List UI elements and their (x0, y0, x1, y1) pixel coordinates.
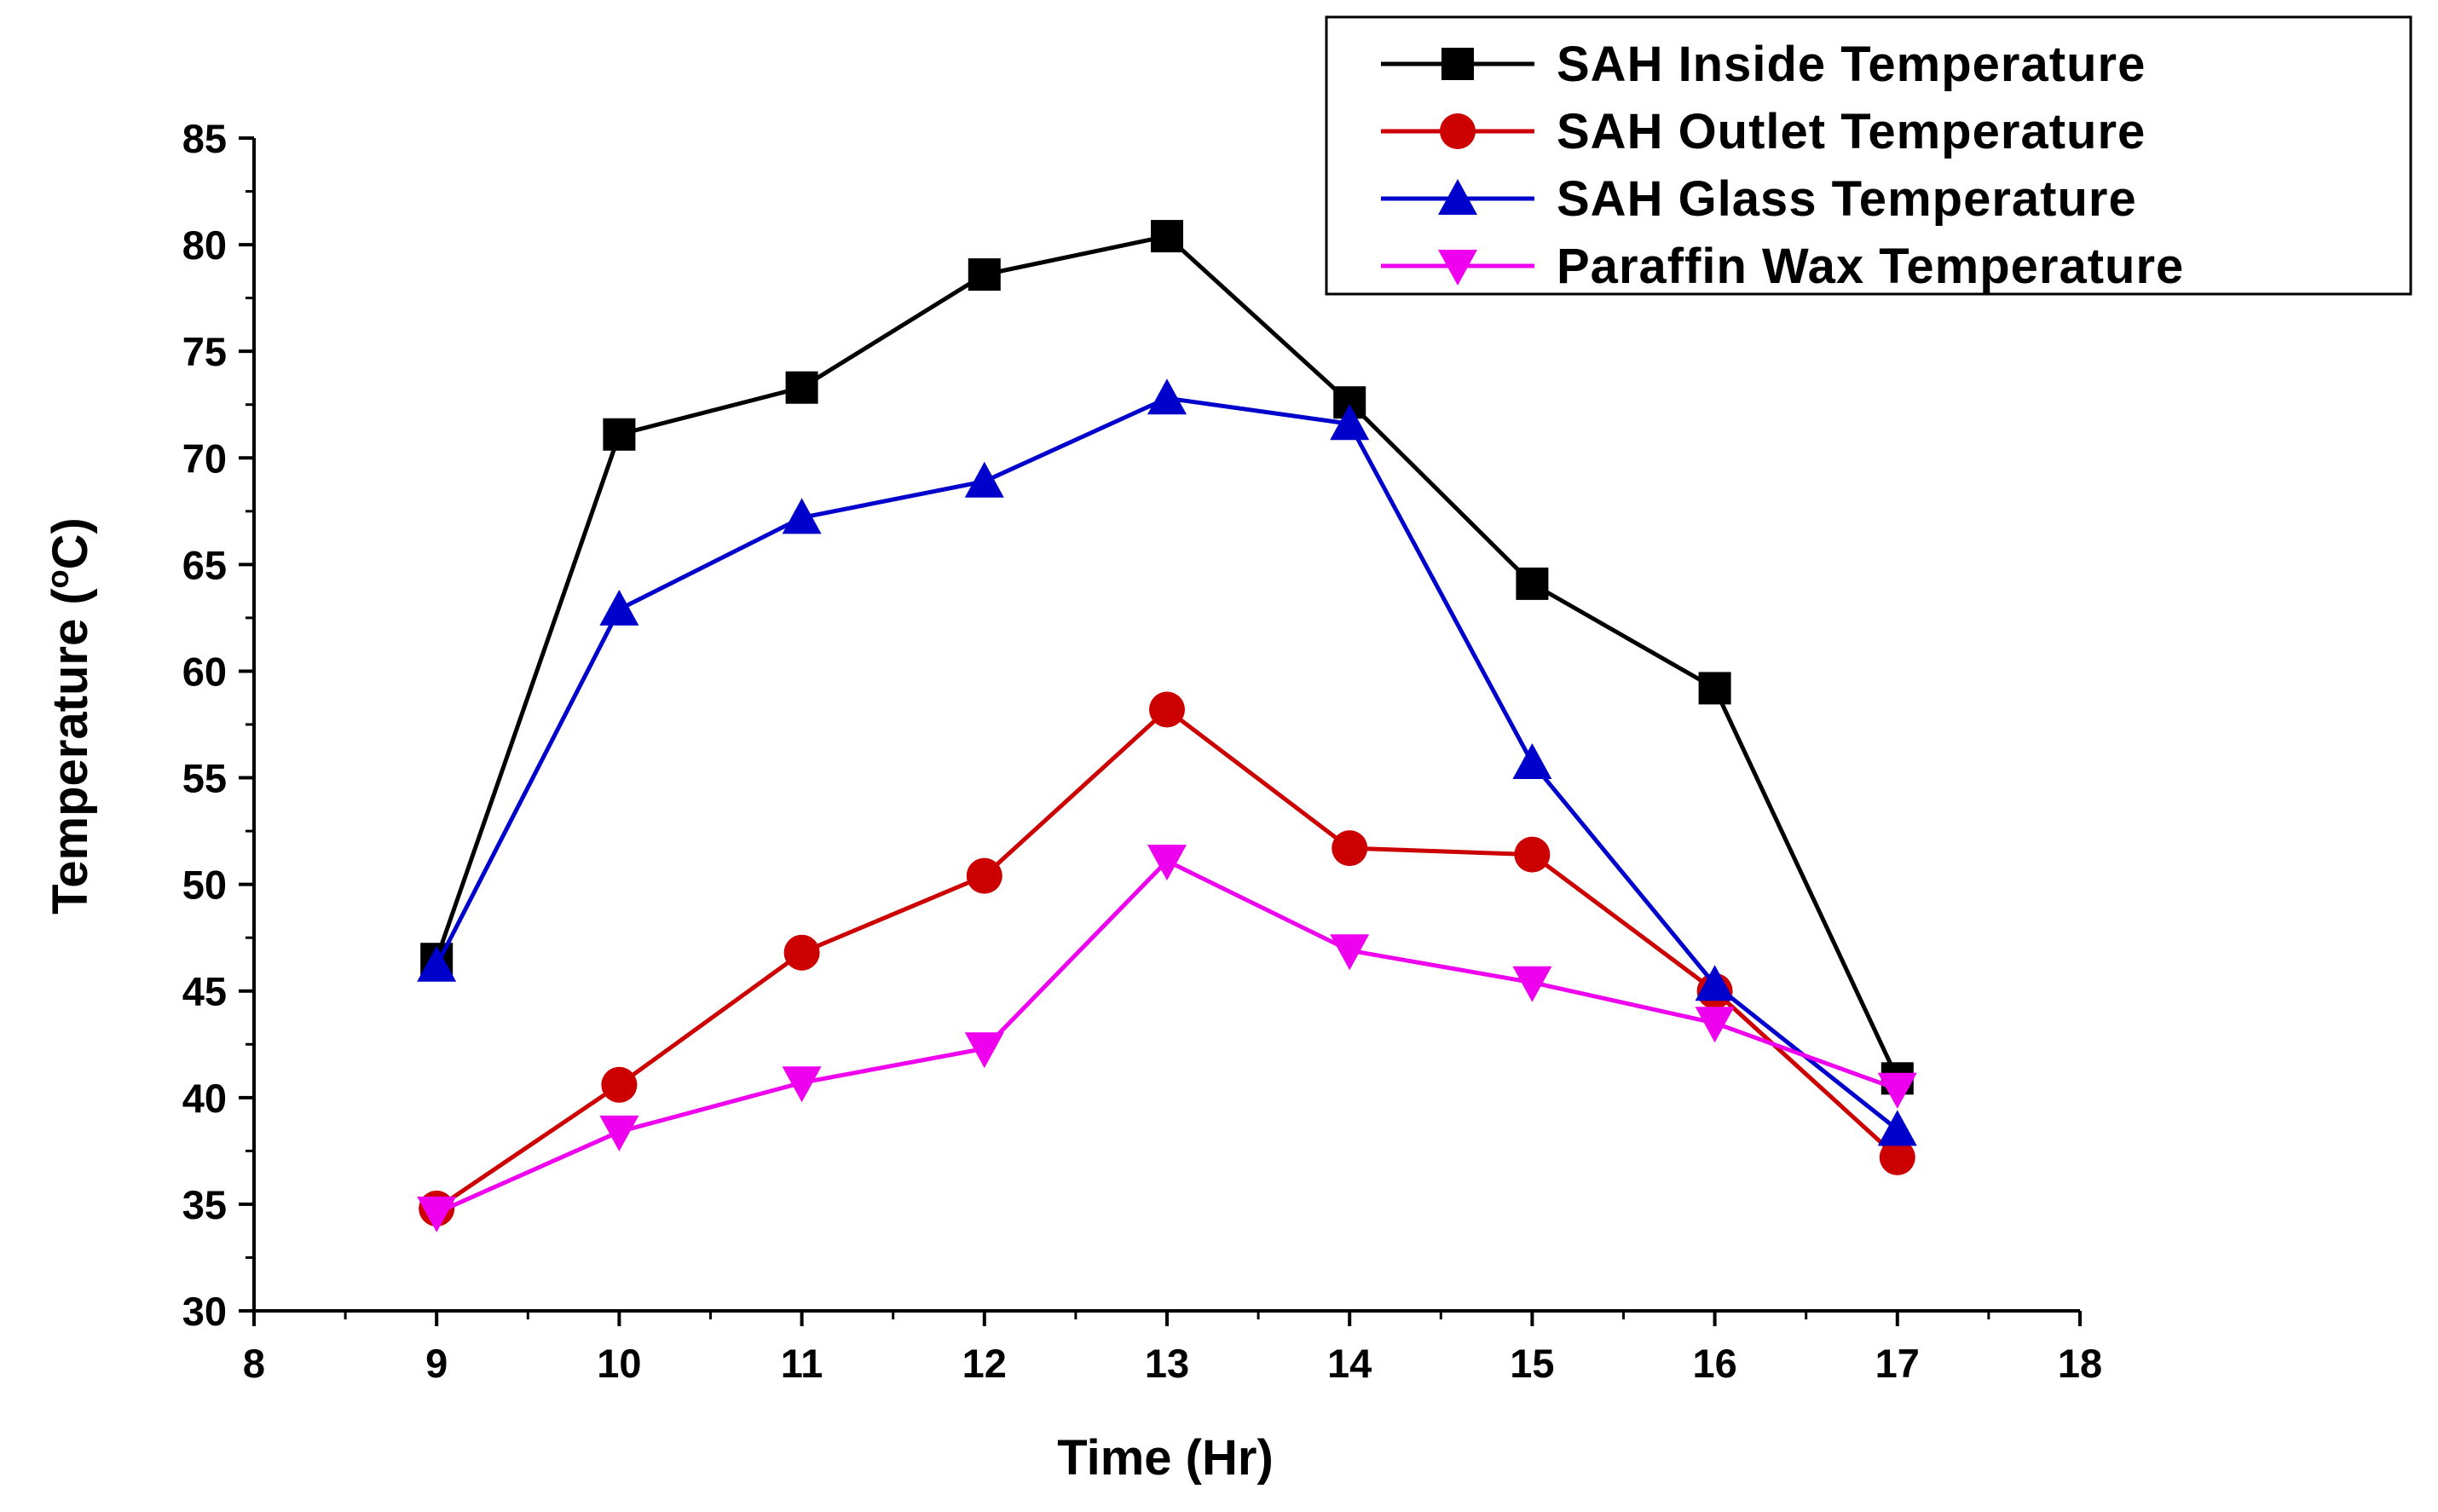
x-tick-label: 16 (1692, 1341, 1736, 1386)
data-point (599, 1115, 639, 1151)
series-4 (417, 845, 1917, 1232)
data-point (782, 1066, 822, 1103)
x-tick-label: 13 (1145, 1341, 1189, 1386)
legend-label: SAH Outlet Temperature (1557, 104, 2146, 159)
data-point (1514, 836, 1551, 873)
x-tick-label: 8 (243, 1341, 265, 1386)
data-point (1330, 934, 1370, 971)
series-line (434, 234, 1900, 1080)
data-point (1698, 672, 1731, 705)
legend-entry: SAH Glass Temperature (1381, 171, 2137, 227)
data-point (1877, 1110, 1917, 1146)
series-line (434, 395, 1899, 1132)
legend-marker (1438, 179, 1477, 215)
series-1 (420, 220, 1914, 1095)
y-tick-label: 75 (182, 329, 227, 374)
x-axis: 8 9 10 11 12 13 14 15 16 17 18 (243, 1309, 2102, 1386)
data-point (1332, 830, 1368, 867)
data-point (785, 371, 818, 404)
data-point (601, 1066, 638, 1103)
data-point (783, 934, 820, 971)
legend-marker (1438, 250, 1477, 286)
y-tick-label: 70 (182, 436, 227, 481)
y-tick-label: 50 (182, 863, 227, 908)
legend-entry: SAH Outlet Temperature (1381, 104, 2146, 159)
y-axis: 30 35 40 45 50 55 60 65 70 75 80 85 (182, 116, 256, 1334)
y-tick-label: 30 (182, 1289, 227, 1334)
data-point (1147, 378, 1187, 415)
x-tick-label: 9 (425, 1341, 448, 1386)
data-point (968, 258, 1001, 291)
data-point (1695, 1007, 1735, 1043)
legend: SAH Inside Temperature SAH Outlet Tempera… (1325, 15, 2412, 296)
x-tick-label: 14 (1327, 1341, 1372, 1386)
data-point (964, 461, 1004, 498)
data-point (1151, 220, 1183, 253)
legend-label: SAH Glass Temperature (1557, 171, 2137, 227)
legend-marker (1441, 48, 1474, 80)
data-point (1330, 404, 1370, 441)
legend-entry: SAH Inside Temperature (1381, 37, 2146, 92)
data-point (1147, 845, 1187, 881)
data-point (1877, 1072, 1917, 1109)
data-point (1512, 966, 1552, 1002)
y-tick-label: 60 (182, 649, 227, 694)
plot-area (417, 220, 1917, 1232)
y-tick-label: 80 (182, 222, 227, 268)
y-tick-label: 40 (182, 1076, 227, 1121)
series-2 (419, 691, 1915, 1226)
data-point (966, 857, 1002, 894)
x-tick-label: 18 (2058, 1341, 2102, 1386)
y-tick-label: 35 (182, 1182, 227, 1227)
x-axis-title: Time (Hr) (1057, 1430, 1274, 1486)
legend-label: SAH Inside Temperature (1557, 37, 2146, 92)
data-point (1879, 1139, 1915, 1175)
series-3 (417, 378, 1917, 1146)
legend-entry: Paraffin Wax Temperature (1381, 239, 2184, 294)
data-point (599, 589, 639, 626)
y-tick-label: 45 (182, 969, 227, 1014)
series-line (436, 858, 1898, 1215)
x-tick-label: 11 (781, 1341, 823, 1386)
data-point (964, 1032, 1004, 1069)
y-axis-title-text: Temperature ( (43, 588, 98, 915)
data-point (1516, 567, 1549, 600)
legend-label: Paraffin Wax Temperature (1557, 239, 2184, 294)
data-point (603, 418, 636, 451)
y-axis-title: Temperature (oC) (40, 517, 98, 915)
y-tick-label: 65 (182, 542, 227, 587)
data-point (1512, 743, 1552, 780)
y-axis-title-degree: o (40, 569, 75, 588)
legend-marker (1440, 113, 1476, 149)
series-line (435, 707, 1899, 1210)
x-tick-label: 17 (1875, 1341, 1920, 1386)
x-tick-label: 15 (1510, 1341, 1554, 1386)
data-point (417, 1196, 457, 1232)
data-point (1149, 691, 1185, 728)
x-tick-label: 12 (962, 1341, 1007, 1386)
y-axis-title-unit: C) (43, 517, 98, 569)
y-tick-label: 55 (182, 756, 227, 801)
data-point (782, 498, 822, 534)
data-point (417, 945, 457, 982)
data-point (1695, 965, 1735, 1001)
x-tick-label: 10 (597, 1341, 641, 1386)
y-tick-label: 85 (182, 116, 227, 161)
